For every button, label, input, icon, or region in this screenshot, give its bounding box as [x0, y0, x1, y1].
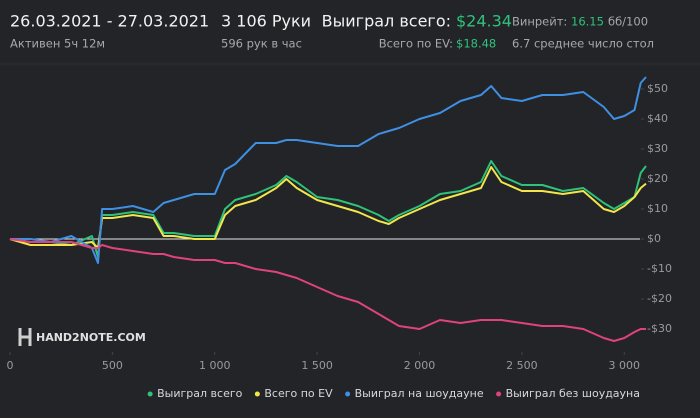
series-line: [9, 238, 646, 342]
x-tick-label: 3 000: [609, 359, 641, 372]
x-tick-label: 500: [102, 359, 123, 372]
x-tick-label: 1 000: [199, 359, 231, 372]
x-tick-label: 2 000: [404, 359, 436, 372]
series-line: [9, 166, 647, 249]
legend-marker: [345, 391, 351, 397]
series-line: [9, 160, 647, 258]
y-tick-label: $50: [647, 82, 668, 95]
y-tick-label: -$30: [647, 322, 672, 335]
series-line: [10, 76, 647, 264]
won-total-label: Выиграл всего:: [322, 12, 451, 31]
hands-per-hour: 596 рук в час: [221, 37, 302, 51]
legend-label: Выиграл без шоудауна: [506, 387, 640, 400]
y-tick-label: $30: [647, 142, 668, 155]
legend-item: Выиграл всего: [147, 387, 243, 400]
legend-marker: [147, 391, 153, 397]
x-tick-label: 1 500: [301, 359, 333, 372]
ev-label: Всего по EV:: [379, 37, 453, 51]
y-tick-label: $40: [647, 112, 668, 125]
date-range: 26.03.2021 - 27.03.2021: [10, 12, 209, 31]
y-tick-label: $20: [647, 172, 668, 185]
legend-item: Выиграл без шоудауна: [496, 387, 640, 400]
hands: 3 106 Руки: [221, 12, 311, 31]
legend-label: Всего по EV: [264, 387, 333, 400]
y-tick-label: $10: [647, 202, 668, 215]
tables: 6.7 среднее число стол: [512, 37, 654, 51]
winrate-label: Винрейт:: [512, 15, 567, 29]
winrate: 16.15: [571, 15, 604, 29]
legend-item: Выиграл на шоудауне: [345, 387, 484, 400]
x-tick-label: 2 500: [506, 359, 538, 372]
active-time: Активен 5ч 12м: [10, 37, 105, 51]
logo-icon: [18, 328, 32, 346]
winrate-unit: бб/100: [608, 15, 648, 29]
logo: HAND2NOTE.COM: [18, 328, 146, 346]
won-total: $24.34: [456, 12, 512, 31]
x-tick-label: 0: [7, 359, 14, 372]
legend-item: Всего по EV: [254, 387, 333, 400]
legend-marker: [496, 391, 502, 397]
legend-marker: [254, 391, 260, 397]
y-tick-label: $0: [647, 232, 661, 245]
y-tick-label: -$20: [647, 292, 672, 305]
logo-text: HAND2NOTE.COM: [36, 331, 146, 344]
legend-label: Выиграл всего: [157, 387, 242, 400]
y-tick-label: -$10: [647, 262, 672, 275]
legend-label: Выиграл на шоудауне: [355, 387, 484, 400]
ev: $18.48: [456, 37, 496, 51]
